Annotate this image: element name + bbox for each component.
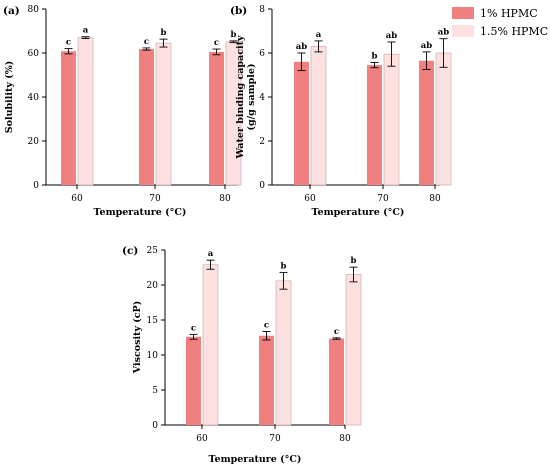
bar-solubility [209, 51, 224, 186]
legend-swatch-15pct [452, 25, 474, 37]
bar-wbc [435, 52, 452, 186]
bar-solubility [139, 49, 154, 185]
x-tick-label-wbc: 80 [429, 194, 441, 204]
y-axis-title-solubility: Solubility (%) [4, 61, 15, 133]
legend-label-15pct: 1.5% HPMC [480, 25, 548, 38]
significance-letter-wbc: a [316, 30, 322, 40]
significance-letter-wbc: b [372, 51, 378, 61]
significance-letter-solubility: c [214, 38, 219, 48]
bar-viscosity [186, 336, 201, 425]
legend-swatch-1pct [452, 7, 474, 19]
x-tick-label-viscosity: 80 [339, 434, 351, 444]
significance-letter-wbc: ab [438, 28, 450, 38]
y-tick-label-wbc: 2 [259, 137, 265, 147]
significance-letter-viscosity: b [351, 256, 357, 266]
y-tick-label-viscosity: 15 [147, 316, 159, 326]
y-tick-label-viscosity: 10 [147, 351, 159, 361]
significance-letter-viscosity: c [264, 321, 269, 331]
y-tick-label-solubility: 40 [28, 93, 40, 103]
bar-wbc [367, 65, 382, 185]
bar-wbc [294, 61, 309, 185]
y-tick-label-solubility: 60 [28, 49, 40, 59]
significance-letter-wbc: ab [296, 42, 308, 52]
x-tick-label-solubility: 80 [219, 194, 231, 204]
y-tick-label-solubility: 20 [28, 137, 40, 147]
y-axis-title-wbc: Water binding capacity(g/g sample) [235, 35, 257, 160]
x-tick-label-wbc: 60 [304, 194, 316, 204]
panel-label-b: (b) [230, 5, 247, 17]
bar-viscosity [329, 338, 344, 425]
significance-letter-wbc: ab [421, 41, 433, 51]
bar-viscosity [202, 264, 219, 426]
x-axis-title-wbc: Temperature (°C) [312, 207, 405, 218]
chart-c-viscosity: (c) 0 5 10 15 20 25 60 c a 70 c b 80 c b Temperature (°C… [122, 245, 362, 465]
significance-letter-viscosity: a [208, 249, 214, 259]
y-tick-label-solubility: 80 [28, 5, 40, 15]
bar-solubility [155, 42, 172, 186]
y-tick-label-viscosity: 20 [147, 281, 159, 291]
y-tick-label-wbc: 8 [259, 5, 265, 15]
panel-label-a: (a) [3, 5, 20, 17]
bar-viscosity [275, 280, 292, 426]
bar-wbc [419, 60, 434, 186]
bar-viscosity [345, 274, 362, 426]
significance-letter-viscosity: c [334, 327, 339, 337]
significance-letter-solubility: b [231, 30, 237, 40]
x-tick-label-viscosity: 60 [196, 434, 208, 444]
significance-letter-solubility: a [83, 26, 89, 36]
significance-letter-solubility: c [144, 37, 149, 47]
legend-label-1pct: 1% HPMC [480, 7, 538, 20]
panel-label-c: (c) [122, 245, 138, 257]
bar-wbc [310, 46, 327, 186]
significance-letter-wbc: ab [386, 31, 398, 41]
x-tick-label-solubility: 70 [149, 194, 161, 204]
bar-solubility [77, 37, 94, 186]
y-tick-label-viscosity: 25 [147, 246, 159, 256]
bar-viscosity [259, 335, 274, 425]
x-tick-label-solubility: 60 [71, 194, 83, 204]
bar-wbc [383, 53, 400, 186]
y-tick-label-wbc: 4 [259, 93, 265, 103]
y-axis-title-viscosity: Viscosity (cP) [132, 301, 143, 374]
significance-letter-solubility: b [161, 28, 167, 38]
y-tick-label-wbc: 0 [259, 181, 265, 191]
significance-letter-viscosity: b [281, 261, 287, 271]
y-tick-label-viscosity: 0 [152, 421, 158, 431]
x-tick-label-wbc: 70 [377, 194, 389, 204]
x-tick-label-viscosity: 70 [269, 434, 281, 444]
y-axis-title-line1-wbc: Water binding capacity [235, 35, 246, 160]
significance-letter-viscosity: c [191, 323, 196, 333]
legend: 1% HPMC 1.5% HPMC [452, 7, 548, 38]
significance-letter-solubility: c [66, 38, 71, 48]
bar-solubility [61, 51, 76, 185]
y-tick-label-solubility: 0 [33, 181, 39, 191]
chart-a-solubility: (a) 0 20 40 60 80 60 c a 70 c b 80 c b Temperature (°C)… [3, 5, 242, 218]
y-tick-label-viscosity: 5 [152, 386, 158, 396]
x-axis-title-viscosity: Temperature (°C) [209, 454, 302, 465]
x-axis-title-solubility: Temperature (°C) [94, 207, 187, 218]
y-tick-label-wbc: 6 [259, 49, 265, 59]
y-axis-title-line2-wbc: (g/g sample) [246, 64, 257, 131]
